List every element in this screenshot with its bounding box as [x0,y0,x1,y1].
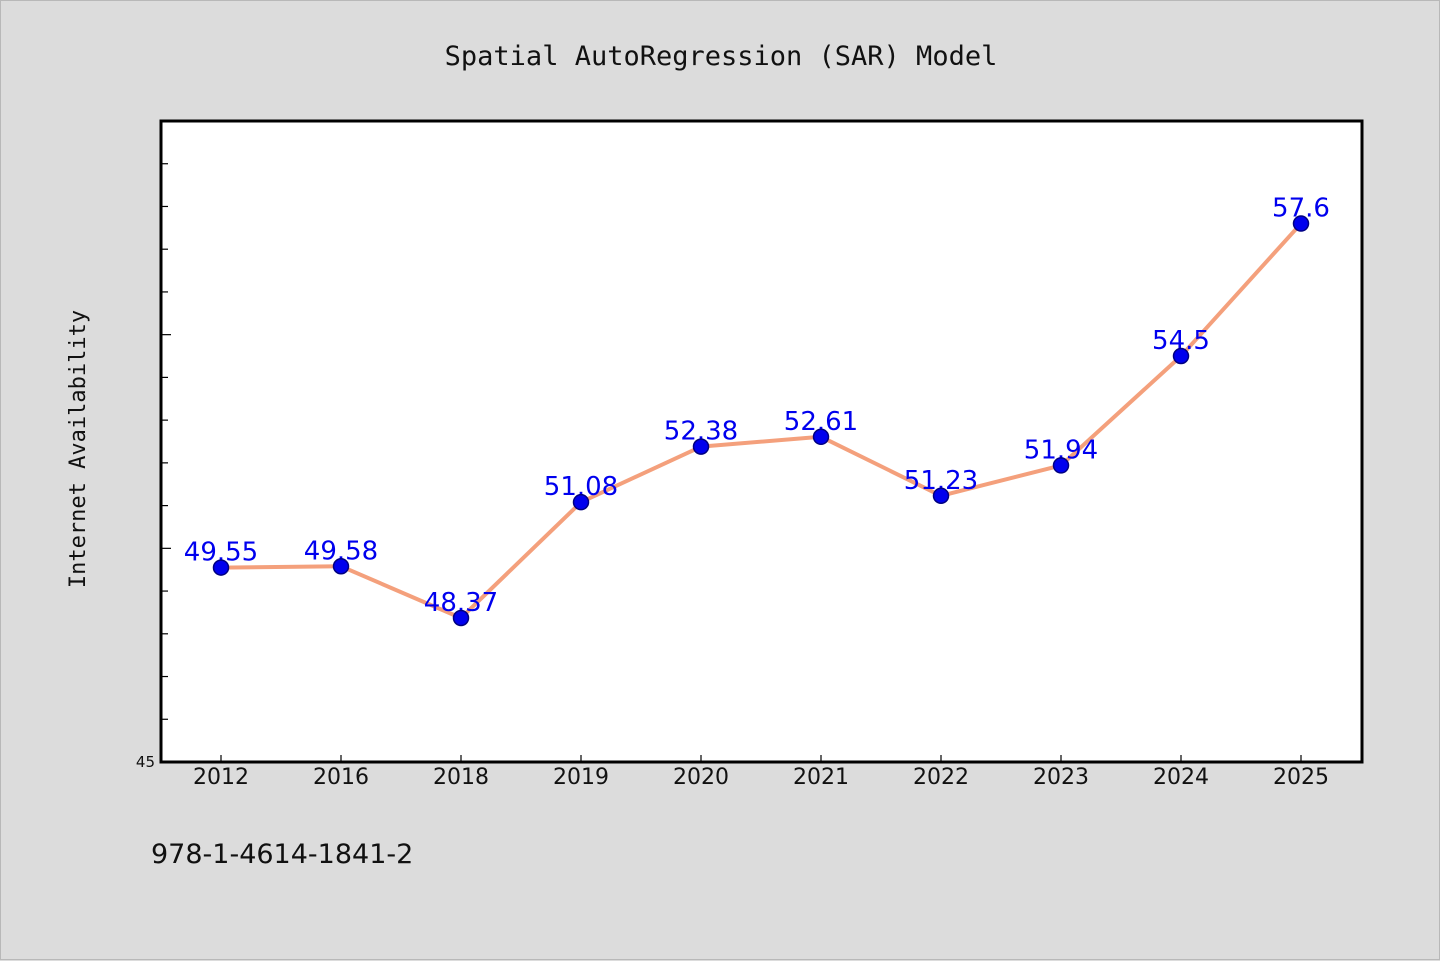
y-axis-ticks: 45 [136,120,171,771]
data-point [692,438,710,455]
series-line [219,221,1303,620]
data-point [1292,215,1310,232]
isbn-text: 978-1-4614-1841-2 [151,839,413,870]
data-point [452,609,470,627]
data-point [212,559,230,576]
data-point [812,428,830,446]
chart-title: Spatial AutoRegression (SAR) Model [445,41,998,72]
x-tick-label: 2021 [793,765,849,790]
x-tick-label: 2024 [1153,765,1209,790]
y-axis-label: Internet Availability [66,310,91,588]
data-point [332,558,350,575]
data-point [932,487,950,505]
data-point [1172,347,1190,365]
data-markers [212,215,1310,627]
x-tick-label: 2023 [1033,765,1089,790]
x-tick-label: 2012 [193,765,249,790]
data-point [572,493,590,511]
x-tick-label: 2018 [433,765,489,790]
x-tick-label: 2019 [553,765,609,790]
x-tick-label: 2025 [1273,765,1329,790]
x-axis-ticks: 2012 2016 2018 2019 2020 2021 2022 2023 2024 2025 [193,755,1329,790]
x-tick-label: 2022 [913,765,969,790]
data-point [1052,457,1070,474]
x-tick-label: 2020 [673,765,729,790]
x-tick-label: 2016 [313,765,369,790]
y-tick-label: 45 [136,753,155,771]
